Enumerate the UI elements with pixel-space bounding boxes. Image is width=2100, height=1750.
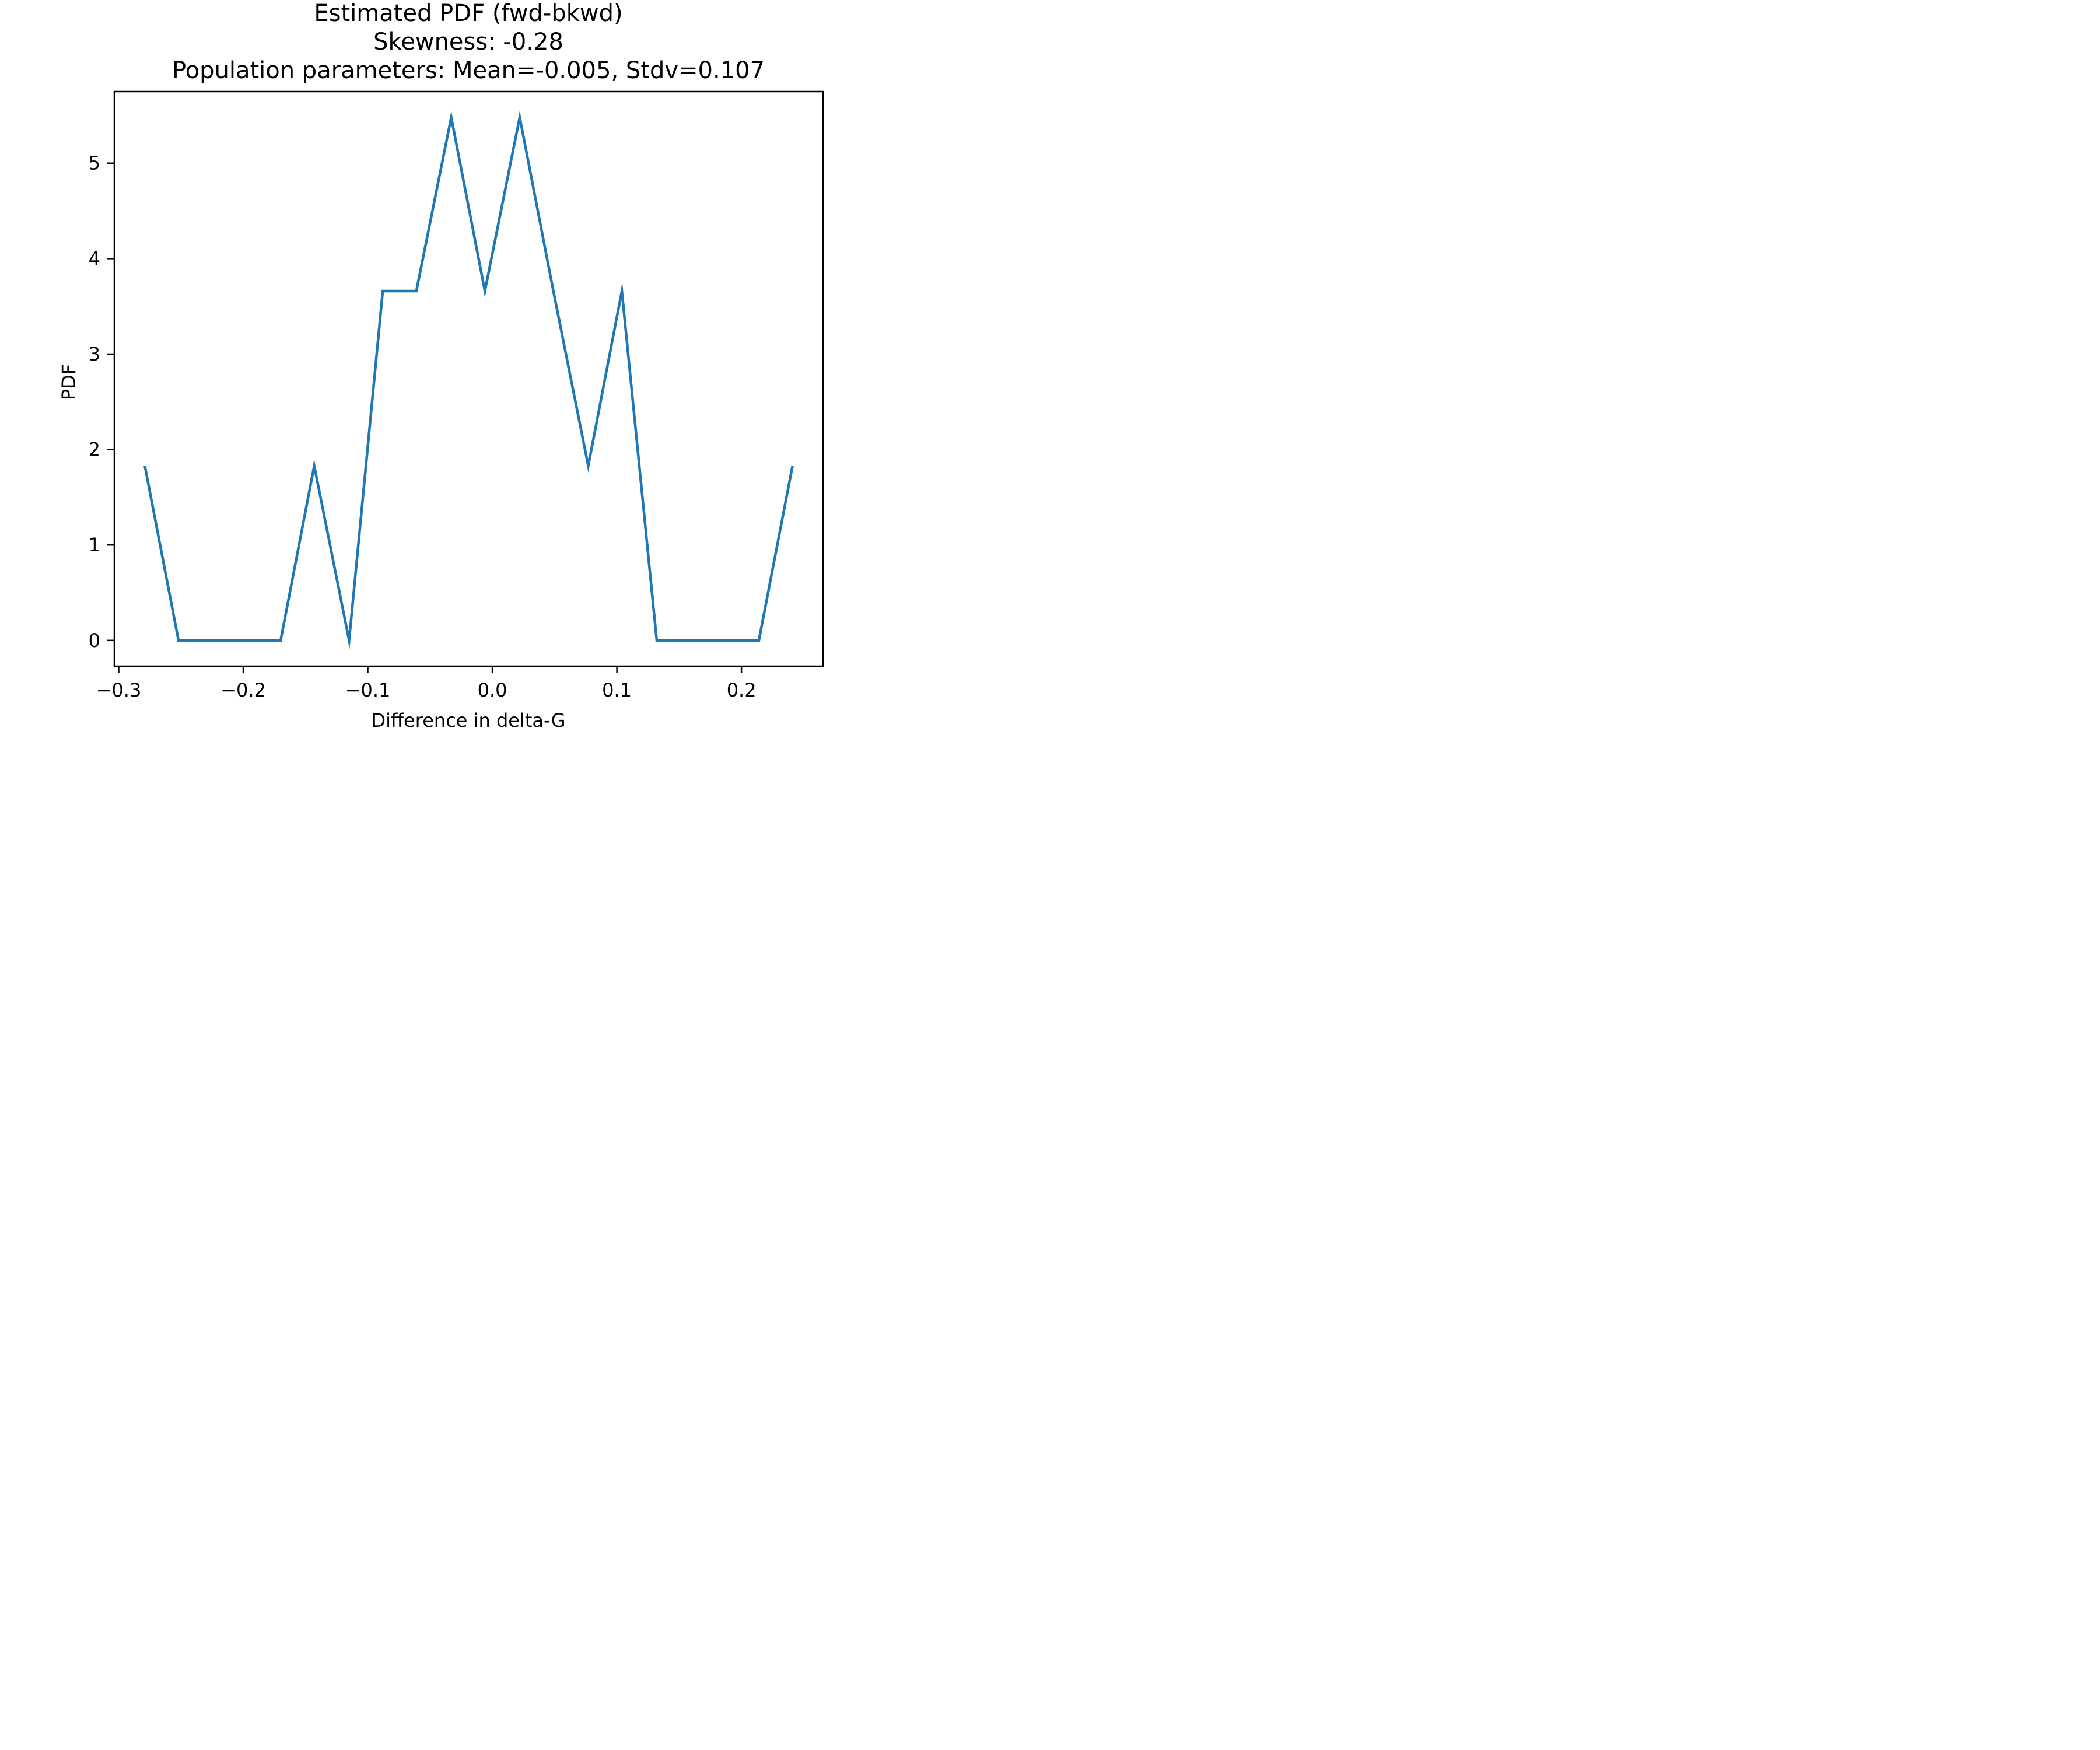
y-tick-label: 0	[89, 629, 100, 652]
pdf-line-chart: Estimated PDF (fwd-bkwd) Skewness: -0.28…	[58, 0, 824, 732]
y-tick-label: 1	[89, 534, 100, 556]
x-tick-label: 0.0	[478, 679, 508, 701]
y-tick-label: 4	[89, 247, 100, 270]
y-tick-label: 2	[89, 439, 100, 461]
chart-title-line-2: Skewness: -0.28	[373, 29, 564, 55]
x-axis: −0.3 −0.2 −0.1 0.0 0.1 0.2	[96, 666, 757, 701]
series-line-0	[144, 110, 794, 650]
y-axis: 0 1 2 3 4 5	[89, 152, 114, 652]
x-tick-label: 0.1	[602, 679, 632, 701]
plot-area	[144, 110, 794, 650]
x-tick-label: −0.1	[345, 679, 391, 701]
x-axis-label: Difference in delta-G	[371, 709, 565, 732]
chart-title-line-3: Population parameters: Mean=-0.005, Stdv…	[172, 57, 765, 84]
plot-frame	[113, 90, 824, 667]
chart-title-line-1: Estimated PDF (fwd-bkwd)	[314, 0, 622, 27]
x-tick-label: −0.2	[220, 679, 266, 701]
y-axis-label: PDF	[58, 364, 80, 400]
x-tick-label: −0.3	[96, 679, 142, 701]
y-tick-label: 3	[89, 343, 100, 365]
y-tick-label: 5	[89, 152, 100, 174]
x-tick-label: 0.2	[727, 679, 757, 701]
